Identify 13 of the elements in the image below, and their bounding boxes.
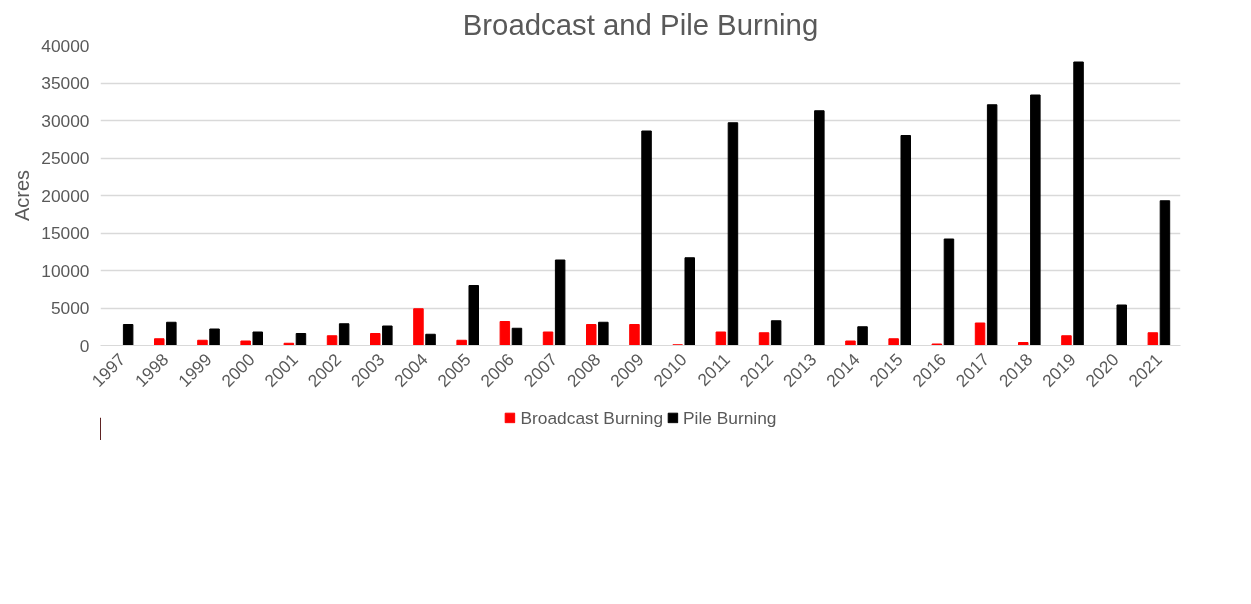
y-axis-title: Acres [11,169,34,222]
y-tick-label: 5000 [50,298,90,318]
y-tick-label: 0 [79,335,90,356]
legend-label: Pile Burning [683,407,777,428]
y-tick-label: 30000 [41,110,90,131]
chart-title: Broadcast and Pile Burning [462,7,819,41]
y-tick-label: 35000 [41,73,90,93]
y-tick-label: 40000 [41,35,90,56]
y-tick-label: 10000 [41,260,90,281]
y-tick-label: 25000 [41,148,90,168]
legend-label: Broadcast Burning [520,407,664,428]
y-tick-label: 20000 [41,185,90,206]
y-tick-label: 15000 [41,223,90,243]
